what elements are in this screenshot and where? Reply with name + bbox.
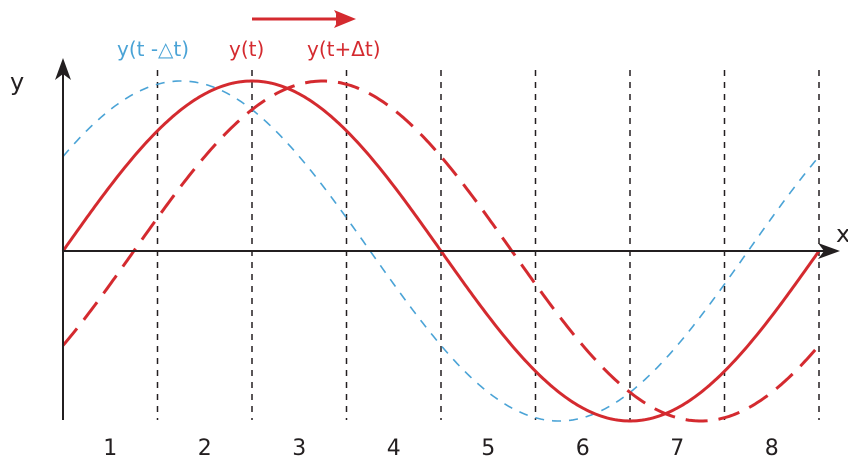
propagation-arrowhead [334,10,356,28]
y-axis-arrowhead [55,58,71,80]
segment-label: 8 [765,436,779,461]
legend-label-next: y(t+Δt) [307,37,381,61]
y-axis-label: y [10,68,24,96]
segment-labels: 1 2 3 4 5 6 7 8 [103,436,779,461]
segment-label: 1 [103,436,117,461]
segment-dividers [156,70,820,420]
legend-label-previous: y(t -△t) [117,37,189,61]
wave-next-time [61,79,821,423]
x-axis-label: x [836,220,848,248]
segment-label: 5 [481,436,495,461]
segment-label: 2 [198,436,212,461]
x-axis-arrowhead [818,243,840,259]
segment-label: 7 [670,436,684,461]
wave-previous-time [62,80,820,422]
segment-label: 3 [292,436,306,461]
segment-label: 6 [576,436,590,461]
segment-label: 4 [387,436,401,461]
legend-label-current: y(t) [229,37,264,61]
